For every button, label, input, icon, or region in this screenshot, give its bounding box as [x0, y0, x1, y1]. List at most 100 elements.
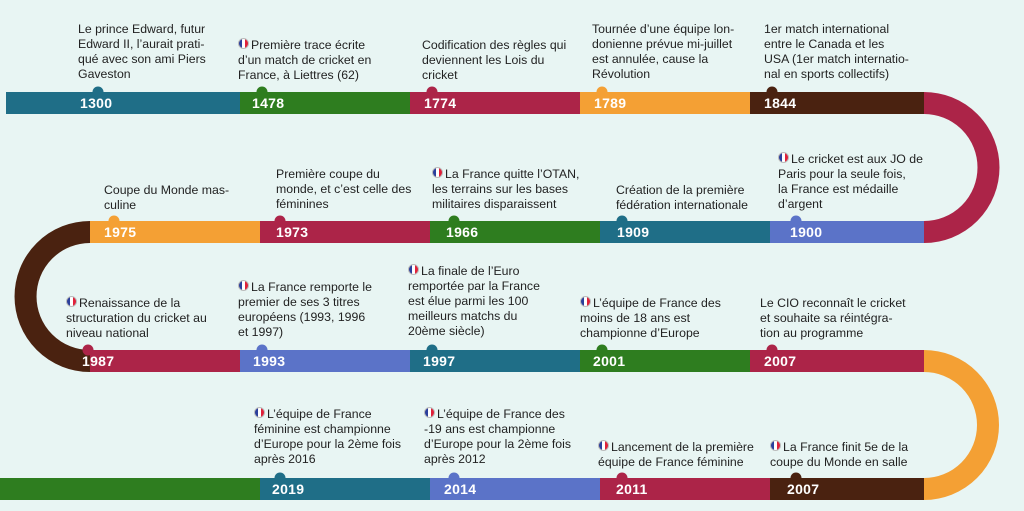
event-description-line: monde, et c’est celle des [276, 182, 412, 196]
event-description: Première coupe du monde, et c’est celle d… [276, 167, 411, 212]
event-marker [616, 472, 628, 484]
event-description-line: meilleurs matchs du [408, 309, 518, 323]
event-year: 1975 [104, 224, 137, 240]
event-description-line: européens (1993, 1996 [238, 310, 366, 324]
event-description-line: Codification des règles qui [422, 38, 567, 52]
event-description-line: la France est médaille [778, 182, 899, 196]
event-description-line: La France quitte l’OTAN, [432, 167, 579, 182]
event-description: Le prince Edward, futur Edward II, l’aura… [78, 22, 206, 82]
event-description-line: La France finit 5e de la [770, 440, 908, 455]
event-marker [274, 215, 286, 227]
event-year: 1300 [80, 95, 113, 111]
event-year: 1789 [594, 95, 627, 111]
french-flag-icon [598, 440, 609, 451]
event-marker [616, 215, 628, 227]
french-flag-icon [238, 280, 249, 291]
event-description-line: La finale de l’Euro [408, 264, 540, 279]
event-description-line: d’argent [778, 197, 823, 211]
event-marker [256, 86, 268, 98]
event-year: 1993 [253, 353, 286, 369]
event-year: 2014 [444, 481, 477, 497]
event-description-line: nal en sports collectifs) [764, 67, 890, 81]
event-marker [766, 86, 778, 98]
event-description-line: et 1997) [238, 325, 284, 339]
event-marker [790, 215, 802, 227]
event-description-line: remportée par la France [408, 279, 540, 293]
event-marker [92, 86, 104, 98]
event-description-line: USA (1er match internatio- [764, 52, 909, 66]
event-description-line: qué avec son ami Piers [78, 52, 206, 66]
event-description-line: après 2012 [424, 452, 486, 466]
event-description-line: fédération internationale [616, 198, 748, 212]
event-year: 1973 [276, 224, 309, 240]
event-description-line: Première trace écrite [238, 38, 371, 53]
event-description-line: Révolution [592, 67, 651, 81]
event-description: Première trace écrite d’un match de crick… [238, 38, 371, 83]
event-description-line: Gaveston [78, 67, 131, 81]
event-description-line: Paris pour la seule fois, [778, 167, 906, 181]
event-description-line: France, à Liettres (62) [238, 68, 359, 82]
event-marker [596, 86, 608, 98]
event-description: Tournée d’une équipe lon-donienne prévue… [592, 22, 734, 82]
event-description-line: est annulée, cause la [592, 52, 709, 66]
event-marker [596, 344, 608, 356]
event-marker [448, 472, 460, 484]
event-year: 2007 [764, 353, 797, 369]
event-description-line: et souhaite sa réintégra- [760, 311, 893, 325]
track-curve-right-2 [923, 350, 999, 500]
event-description-line: équipe de France féminine [598, 455, 744, 469]
event-description: La France finit 5e de la coupe du Monde e… [770, 440, 908, 470]
event-year: 1909 [617, 224, 650, 240]
event-marker [448, 215, 460, 227]
event-description-line: d’un match de cricket en [238, 53, 372, 67]
event-marker [256, 344, 268, 356]
event-year: 2001 [593, 353, 626, 369]
event-description-line: 1er match international [764, 22, 890, 36]
event-description: Création de la première fédération intern… [616, 183, 748, 213]
french-flag-icon [770, 440, 781, 451]
event-description-line: premier de ses 3 titres [238, 295, 360, 309]
event-description-line: niveau national [66, 326, 149, 340]
event-description-line: Edward II, l’aurait prati- [78, 37, 205, 51]
event-description-line: après 2016 [254, 452, 316, 466]
event-description-line: L’équipe de France [254, 407, 401, 422]
event-description-line: structuration du cricket au [66, 311, 207, 325]
event-description-line: est élue parmi les 100 [408, 294, 529, 308]
event-description-line: Lancement de la première [598, 440, 754, 455]
event-description-line: féminines [276, 197, 329, 211]
event-description-line: Création de la première [616, 183, 745, 197]
french-flag-icon [424, 407, 435, 418]
event-description-line: Renaissance de la [66, 296, 207, 311]
event-description: La France remporte le premier de ses 3 ti… [238, 280, 372, 340]
event-year: 1844 [764, 95, 797, 111]
event-year: 2011 [616, 481, 648, 497]
event-description: Le CIO reconnaît le cricket et souhaite s… [760, 296, 906, 341]
event-description-line: militaires disparaissent [432, 197, 557, 211]
event-description: 1er match international entre le Canada e… [764, 22, 909, 82]
event-year: 1987 [82, 353, 115, 369]
event-description: La finale de l’Euro remportée par la Fran… [408, 264, 540, 339]
event-year: 1997 [423, 353, 456, 369]
event-description-line: tion au programme [760, 326, 864, 340]
event-description-line: 20ème siècle) [408, 324, 485, 338]
event-marker [82, 344, 94, 356]
event-description-line: entre le Canada et les [764, 37, 885, 51]
event-description: Le cricket est aux JO de Paris pour la se… [778, 152, 923, 212]
event-description-line: culine [104, 198, 137, 212]
event-description-line: deviennent les Lois du [422, 53, 545, 67]
track-curve-left [14, 221, 91, 372]
event-year: 1966 [446, 224, 479, 240]
event-description: L’équipe de France féminine est championn… [254, 407, 401, 467]
event-description-line: Le cricket est aux JO de [778, 152, 923, 167]
event-marker [108, 215, 120, 227]
event-description-line: Le CIO reconnaît le cricket [760, 296, 906, 310]
french-flag-icon [66, 296, 77, 307]
french-flag-icon [432, 167, 443, 178]
event-description-line: Le prince Edward, futur [78, 22, 206, 36]
event-marker [766, 344, 778, 356]
event-year: 2007 [787, 481, 820, 497]
event-year: 1774 [424, 95, 457, 111]
event-description-line: coupe du Monde en salle [770, 455, 908, 469]
